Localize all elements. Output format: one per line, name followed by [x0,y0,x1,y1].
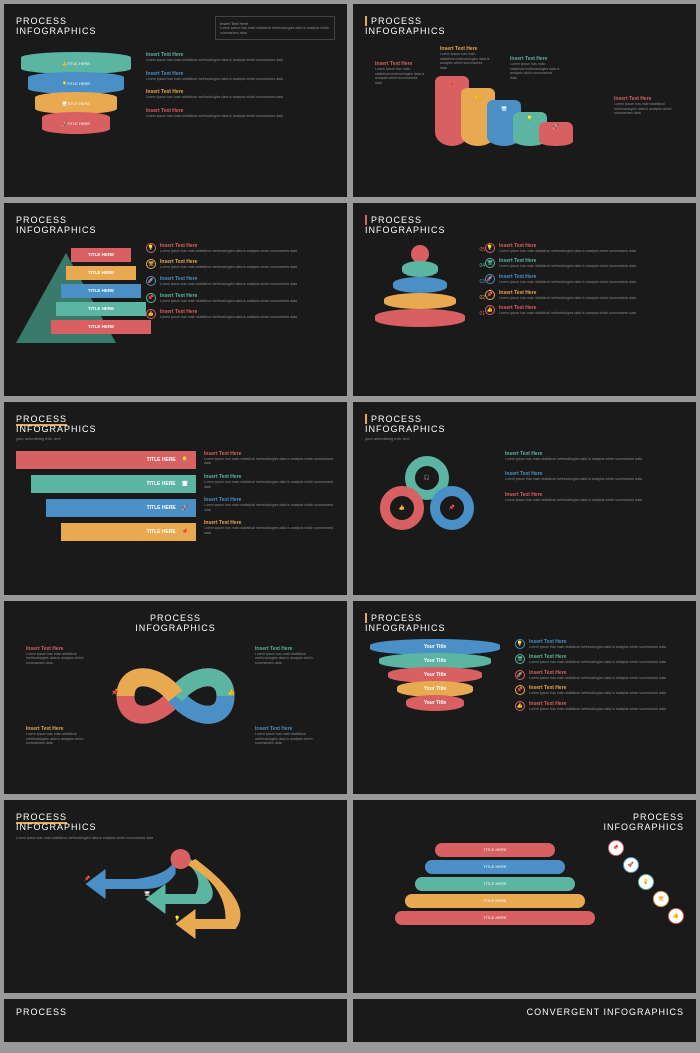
slide-title: PROCESS [16,16,97,26]
infinity-graphic: 📌 👍 Insert Text HereLorem ipsum has main… [16,641,335,751]
thumbs-icon: 👍 [668,908,684,924]
bulb-icon: 💡 [146,243,156,253]
slide-funnel: PROCESSINFOGRAPHICS Insert Text HereLore… [4,4,347,197]
cone-items: 💡Insert Text HereLorem ipsum has main st… [485,243,684,343]
inv-funnel-items: 💡Insert Text HereLorem ipsum has main st… [515,639,684,712]
bulb-icon: 💡 [638,874,654,890]
rocket-icon: 🚀 [146,276,156,286]
pin-icon: 📌 [608,840,624,856]
rings-items: Insert Text HereLorem ipsum has main sta… [505,451,684,541]
bulb-icon: 💡 [174,916,180,922]
rocket-icon: 🚀 [515,670,525,680]
slide-inv-funnel: PROCESSINFOGRAPHICS Your Title Your Titl… [353,601,696,794]
pin-icon: 📌 [84,876,90,882]
pin-icon: 📌 [440,496,464,520]
funnel-graphic: 👍 TITLE HERE 💡 TITLE HERE 🖥 TITLE HERE 🚀… [16,52,136,142]
rocket-icon: 🚀 [182,505,188,511]
monitor-icon: 🖥 [485,258,495,268]
thumbs-icon: 👍 [515,701,525,711]
slide-subtitle: INFOGRAPHICS [16,26,97,36]
pyramid-bars-graphic: TITLE HERE TITLE HERE TITLE HERE TITLE H… [365,838,684,948]
rings-graphic: 🎧 👍 📌 [365,451,495,541]
pin-icon: 📌 [111,689,118,696]
bulb-icon: 💡 [513,116,547,122]
bulb-icon: 💡 [485,243,495,253]
monitor-icon: 🖥 [182,481,188,487]
slide-grid: PROCESSINFOGRAPHICS Insert Text HereLore… [4,4,696,1042]
cone-items: 💡Insert Text HereLorem ipsum has main st… [146,243,335,343]
rocket-icon: 🚀 [623,857,639,873]
monitor-icon: 🖥 [515,654,525,664]
desc-box: Insert Text HereLorem ipsum has main sta… [215,16,335,40]
rocket-icon: 🚀 [485,274,495,284]
thumbs-icon: 👍 [485,305,495,315]
thumbs-icon: 👍 [390,496,414,520]
monitor-icon: 🖥 [487,106,521,112]
thumbs-icon: 👍 [228,689,235,696]
thumbs-icon: 👍 [146,309,156,319]
slide-convergent-partial: CONVERGENT INFOGRAPHICS [353,999,696,1042]
hbar-items: Insert Text HereLorem ipsum has main sta… [204,451,335,547]
hbar-graphic: TITLE HERE 💡 TITLE HERE 🖥 TITLE HERE 🚀 T… [16,451,196,547]
pin-icon: 📌 [146,293,156,303]
pin-icon: 📌 [182,529,188,535]
slide-arrows: PROCESSINFOGRAPHICS Lorem ipsum has main… [4,800,347,993]
pin-icon: 📌 [515,685,525,695]
cone-ribbon-graphic: TITLE HERE TITLE HERE TITLE HERE TITLE H… [16,243,136,343]
slide-pyramid-bars: PROCESSINFOGRAPHICS TITLE HERE TITLE HER… [353,800,696,993]
cylinder-graphic: Insert Text HereLorem ipsum has main sta… [365,46,684,156]
bulb-icon: 💡 [182,457,188,463]
funnel-items: Insert Text HereLorem ipsum has main sta… [146,52,335,142]
slide-cylinders: PROCESS INFOGRAPHICS Insert Text HereLor… [353,4,696,197]
slide-cone-ribbons: PROCESSINFOGRAPHICS TITLE HERE TITLE HER… [4,203,347,396]
slide-process-partial: PROCESS [4,999,347,1042]
monitor-icon: 🖥 [653,891,669,907]
monitor-icon: 🖥 [144,891,150,897]
striped-cone-graphic: 05 04 03 02 01 [365,243,475,343]
pin-icon: 📌 [485,290,495,300]
inv-funnel-graphic: Your Title Your Title Your Title Your Ti… [365,639,505,712]
arrows-graphic: 📌 🖥 💡 [16,844,335,944]
headphones-icon: 🎧 [415,466,439,490]
slide-infinity: PROCESSINFOGRAPHICS 📌 👍 Insert Text Here… [4,601,347,794]
rocket-icon: 🚀 [539,124,573,130]
slide-rings: PROCESSINFOGRAPHICSyour advertising info… [353,402,696,595]
slide-hbars: PROCESSINFOGRAPHICSyour advertising info… [4,402,347,595]
slide-striped-cone: PROCESSINFOGRAPHICS 05 04 03 02 01 💡Inse… [353,203,696,396]
thumbs-icon: 👍 [461,94,495,100]
bulb-icon: 💡 [515,639,525,649]
pin-icon: 📌 [435,82,469,88]
monitor-icon: 🖥 [146,259,156,269]
